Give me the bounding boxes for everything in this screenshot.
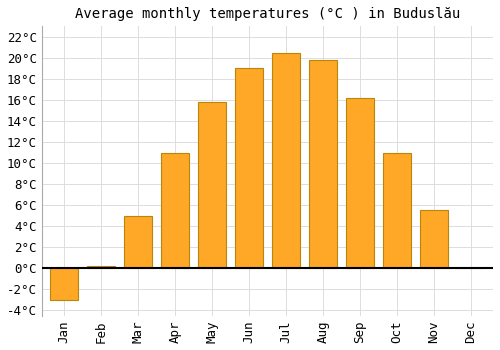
Bar [124,216,152,268]
Bar [87,266,115,268]
Bar [235,68,263,268]
Bar [309,60,337,268]
Bar [161,153,189,268]
Bar [420,210,448,268]
Title: Average monthly temperatures (°C ) in Buduslău: Average monthly temperatures (°C ) in Bu… [75,7,460,21]
Bar [383,153,411,268]
Bar [50,268,78,300]
Bar [346,98,374,268]
Bar [198,102,226,268]
Bar [272,52,300,268]
